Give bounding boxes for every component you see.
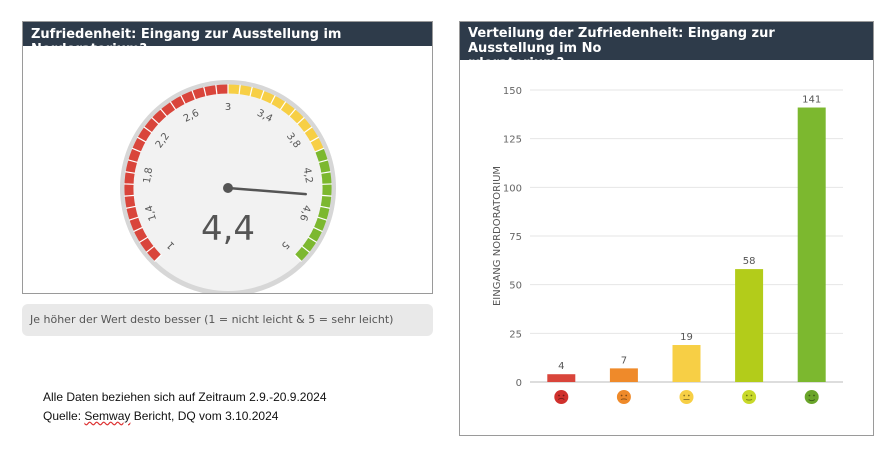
category-face-icon bbox=[554, 390, 569, 404]
footer-source: Quelle: Semway Bericht, DQ vom 3.10.2024 bbox=[43, 409, 278, 423]
face-eye bbox=[562, 394, 565, 397]
gauge-minor-tick bbox=[318, 159, 329, 164]
gauge-tick-label: 4,6 bbox=[297, 204, 312, 223]
face-eye bbox=[813, 394, 815, 397]
face-mouth bbox=[620, 398, 628, 400]
y-tick-label: 25 bbox=[509, 329, 522, 340]
gauge-minor-tick bbox=[145, 245, 155, 253]
y-tick-label: 0 bbox=[516, 378, 522, 389]
gauge-minor-tick bbox=[131, 147, 142, 153]
y-tick-label: 125 bbox=[503, 135, 522, 146]
gauge-minor-tick bbox=[238, 84, 241, 95]
bar bbox=[609, 368, 638, 382]
face-mouth bbox=[808, 399, 815, 402]
category-face-icon bbox=[616, 390, 631, 404]
gauge-minor-tick bbox=[288, 108, 296, 117]
gauge-minor-tick bbox=[151, 116, 160, 125]
y-tick-label: 150 bbox=[503, 86, 522, 97]
gauge-minor-tick bbox=[143, 126, 153, 134]
bar-panel-title: Verteilung der Zufriedenheit: Eingang zu… bbox=[460, 22, 873, 71]
category-face-icon bbox=[742, 390, 757, 404]
gauge-needle-hub bbox=[223, 183, 233, 193]
gauge-minor-tick bbox=[307, 236, 317, 243]
gauge-tick-label: 4,2 bbox=[301, 167, 314, 184]
gauge-tick-label: 1,8 bbox=[142, 167, 155, 184]
bar-chart: 0 25 50 75 100 125 150 EINGANG NORDORATORIUM 4 7 1… bbox=[492, 86, 843, 404]
gauge-tick-label: 3 bbox=[225, 102, 231, 113]
y-axis-label: EINGANG NORDORATORIUM bbox=[492, 166, 503, 306]
gauge-minor-tick bbox=[317, 216, 328, 221]
bar bbox=[547, 374, 576, 382]
face-mouth bbox=[745, 399, 753, 401]
gauge-minor-tick bbox=[301, 245, 311, 253]
bar-panel-title-line2: rdoratorium? bbox=[468, 56, 565, 71]
gauge-minor-tick bbox=[127, 159, 138, 164]
bar-value-label: 7 bbox=[621, 355, 627, 366]
face-eye bbox=[620, 394, 623, 397]
face-eye bbox=[683, 394, 686, 397]
gauge-minor-tick bbox=[169, 101, 177, 111]
gauge-minor-tick bbox=[191, 90, 197, 101]
gauge-minor-tick bbox=[128, 216, 139, 221]
y-tick-label: 50 bbox=[509, 281, 522, 292]
gauge-panel: Zufriedenheit: Eingang zur Ausstellung i… bbox=[22, 21, 433, 296]
face-eye bbox=[750, 394, 753, 397]
bar-panel-title-line1: Verteilung der Zufriedenheit: Eingang zu… bbox=[468, 26, 775, 56]
gauge-minor-tick bbox=[136, 136, 147, 143]
footer-source-name: Semway bbox=[84, 409, 131, 423]
scale-note: Je höher der Wert desto besser (1 = nich… bbox=[22, 304, 433, 336]
gauge-minor-tick bbox=[270, 95, 276, 105]
bar-value-label: 141 bbox=[802, 95, 821, 106]
gauge-minor-tick bbox=[154, 254, 162, 262]
gauge-minor-tick bbox=[279, 101, 287, 111]
bar bbox=[735, 269, 764, 382]
bar-panel: Verteilung der Zufriedenheit: Eingang zu… bbox=[459, 21, 874, 436]
gauge-minor-tick bbox=[215, 84, 218, 95]
gauge-minor-tick bbox=[124, 194, 135, 197]
footer-source-suffix: Bericht, DQ vom 3.10.2024 bbox=[130, 409, 279, 423]
gauge-minor-tick bbox=[303, 126, 313, 134]
gauge-minor-tick bbox=[203, 86, 207, 97]
face-eye bbox=[558, 394, 560, 397]
bar-value-label: 4 bbox=[558, 361, 564, 372]
gauge-minor-tick bbox=[313, 226, 323, 233]
bar-value-label: 58 bbox=[743, 256, 756, 267]
gauge-minor-tick bbox=[259, 90, 265, 101]
bar bbox=[672, 345, 701, 382]
gauge-minor-tick bbox=[296, 116, 305, 125]
gauge-minor-tick bbox=[320, 205, 331, 209]
gauge-minor-tick bbox=[320, 171, 331, 174]
face-eye bbox=[625, 394, 628, 397]
bar-value-label: 19 bbox=[680, 332, 693, 343]
gauge-minor-tick bbox=[314, 147, 325, 153]
gauge-minor-tick bbox=[160, 108, 168, 117]
face-eye bbox=[808, 394, 811, 397]
gauge-minor-tick bbox=[125, 205, 136, 209]
face-eye bbox=[687, 394, 690, 397]
gauge-minor-tick bbox=[321, 194, 332, 197]
gauge-minor-tick bbox=[249, 86, 253, 97]
gauge-minor-tick bbox=[133, 226, 143, 233]
gauge-minor-tick bbox=[125, 171, 136, 174]
category-face-icon bbox=[804, 390, 819, 404]
bar bbox=[797, 107, 826, 382]
gauge-minor-tick bbox=[294, 254, 302, 262]
gauge-chart: 11,41,82,22,633,43,84,24,654,4 bbox=[120, 80, 336, 296]
gauge-value-label: 4,4 bbox=[201, 209, 255, 249]
face-eye bbox=[745, 394, 748, 397]
y-tick-label: 100 bbox=[503, 183, 522, 194]
gauge-minor-tick bbox=[139, 236, 149, 243]
face-mouth bbox=[558, 397, 565, 400]
gauge-tick-label: 1,4 bbox=[144, 204, 159, 223]
y-tick-label: 75 bbox=[509, 232, 522, 243]
category-face-icon bbox=[679, 390, 694, 404]
gauge-needle bbox=[226, 186, 308, 196]
gauge-minor-tick bbox=[180, 95, 186, 105]
footer-period: Alle Daten beziehen sich auf Zeitraum 2.… bbox=[43, 390, 327, 404]
gauge-minor-tick bbox=[309, 136, 320, 143]
gauge-panel-title: Zufriedenheit: Eingang zur Ausstellung i… bbox=[23, 22, 432, 57]
footer-source-prefix: Quelle: bbox=[43, 409, 85, 423]
